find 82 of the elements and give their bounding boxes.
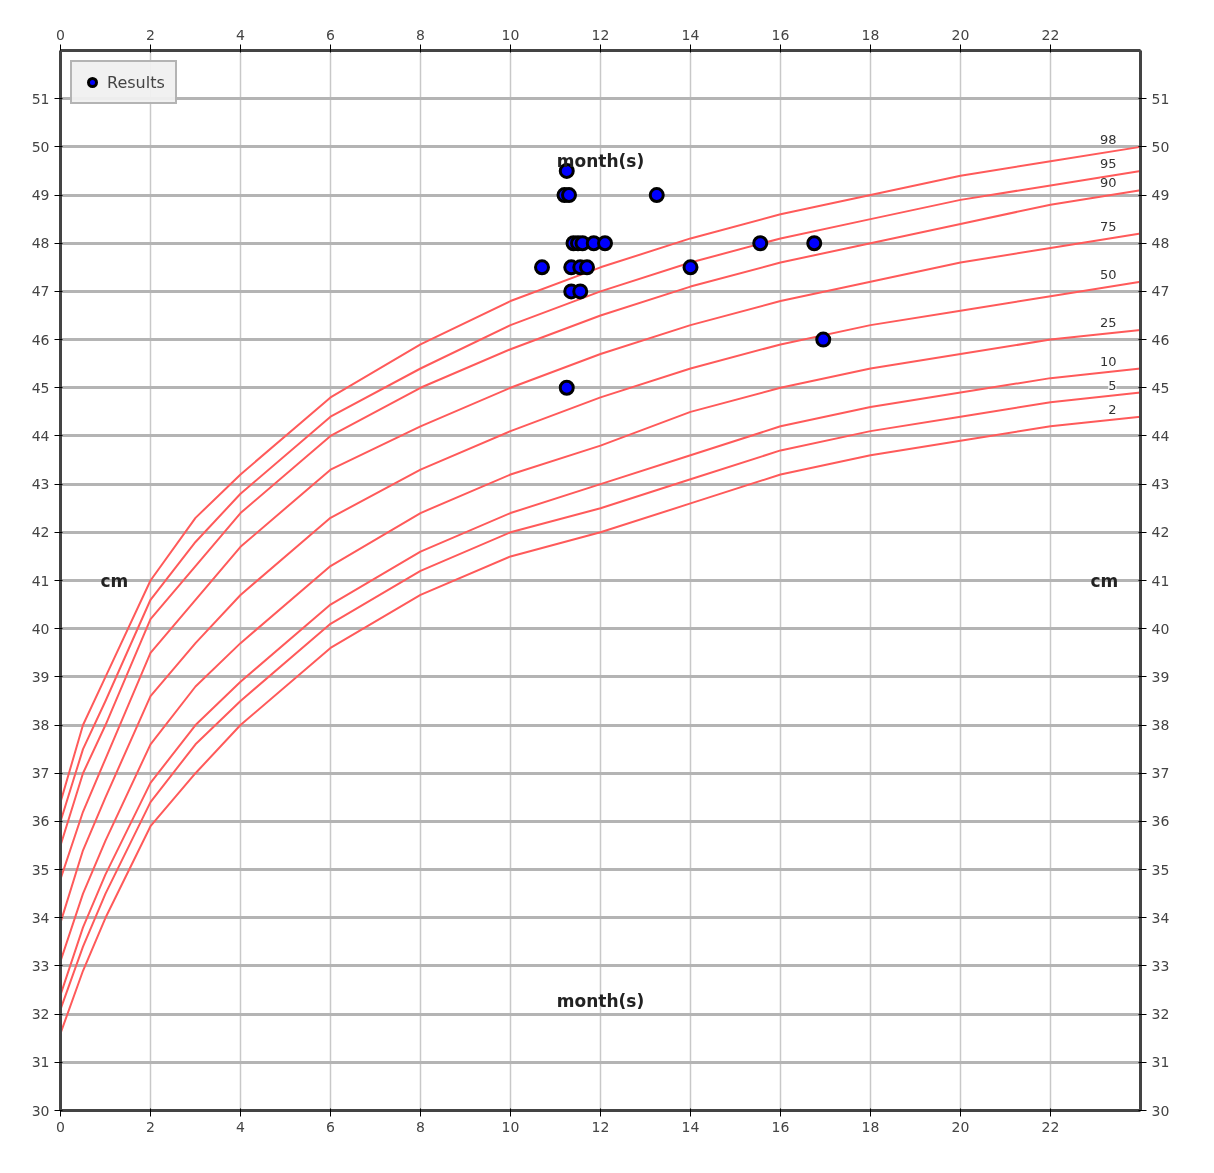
y-tick-label: 34 <box>31 909 50 926</box>
y2-tick-label: 33 <box>1151 957 1170 974</box>
y-tick-label: 39 <box>31 668 50 685</box>
y-tick-label: 36 <box>31 813 50 830</box>
series-label: 5 <box>1108 377 1117 393</box>
y-tick-label: 46 <box>31 331 50 348</box>
series-label: 98 <box>1099 131 1117 147</box>
y2-tick-label: 49 <box>1151 187 1170 204</box>
x2-tick-label: 0 <box>56 1118 65 1135</box>
y2-tick-label: 43 <box>1151 476 1170 493</box>
x-tick-label: 16 <box>771 26 790 43</box>
x-tick-label: 0 <box>56 26 65 43</box>
y-tick-label: 41 <box>31 572 50 589</box>
x2-tick-label: 16 <box>771 1118 790 1135</box>
y2-tick-label: 41 <box>1151 572 1170 589</box>
x2-tick-label: 4 <box>236 1118 246 1135</box>
x-tick-label: 14 <box>681 26 700 43</box>
y-tick-label: 31 <box>31 1054 50 1071</box>
y-tick-label: 33 <box>31 957 50 974</box>
y2-tick-label: 34 <box>1151 909 1170 926</box>
x-tick-label: 12 <box>591 26 610 43</box>
series-label: 25 <box>1099 314 1117 330</box>
x-tick-label: 10 <box>501 26 520 43</box>
y-tick-label: 30 <box>31 1102 50 1119</box>
series-label: 2 <box>1108 401 1117 417</box>
y-tick-label: 42 <box>31 524 50 541</box>
series-label: 75 <box>1099 218 1117 234</box>
legend-label: Results <box>107 72 165 92</box>
y-tick-label: 47 <box>31 283 50 300</box>
y2-tick-label: 38 <box>1151 717 1170 734</box>
y2-tick-label: 50 <box>1151 138 1170 155</box>
x2-tick-label: 2 <box>146 1118 155 1135</box>
x2-tick-label: 10 <box>501 1118 520 1135</box>
y2-tick-label: 32 <box>1151 1006 1170 1023</box>
y-tick-label: 38 <box>31 717 50 734</box>
y2-tick-label: 40 <box>1151 620 1170 637</box>
x2-tick-label: 12 <box>591 1118 610 1135</box>
x2-tick-label: 22 <box>1041 1118 1060 1135</box>
x2-tick-label: 14 <box>681 1118 700 1135</box>
y2-tick-label: 44 <box>1151 427 1170 444</box>
x-axis-title: month(s) <box>556 990 645 1011</box>
y-tick-label: 43 <box>31 476 50 493</box>
y-axis-title: cm <box>100 570 129 591</box>
y-tick-label: 32 <box>31 1006 50 1023</box>
y-tick-label: 50 <box>31 138 50 155</box>
x-tick-label: 18 <box>861 26 880 43</box>
y-tick-label: 49 <box>31 187 50 204</box>
y2-tick-label: 51 <box>1151 90 1170 107</box>
y2-tick-label: 35 <box>1151 861 1170 878</box>
x2-axis-title: month(s) <box>556 150 645 171</box>
y2-tick-label: 48 <box>1151 235 1170 252</box>
x-tick-label: 20 <box>951 26 970 43</box>
y2-tick-label: 47 <box>1151 283 1170 300</box>
y-tick-label: 48 <box>31 235 50 252</box>
y-tick-label: 45 <box>31 379 50 396</box>
y2-tick-label: 30 <box>1151 1102 1170 1119</box>
y-tick-label: 37 <box>31 765 50 782</box>
x2-tick-label: 18 <box>861 1118 880 1135</box>
y2-tick-label: 39 <box>1151 668 1170 685</box>
y2-tick-label: 46 <box>1151 331 1170 348</box>
x-tick-label: 22 <box>1041 26 1060 43</box>
x-tick-label: 4 <box>236 26 246 43</box>
x-tick-label: 2 <box>146 26 155 43</box>
x2-tick-label: 8 <box>416 1118 425 1135</box>
x-tick-label: 6 <box>326 26 336 43</box>
y-tick-label: 51 <box>31 90 50 107</box>
x2-tick-label: 6 <box>326 1118 336 1135</box>
x-tick-label: 8 <box>416 26 425 43</box>
series-label: 90 <box>1099 175 1117 191</box>
series-label: 10 <box>1099 353 1117 369</box>
y2-tick-label: 36 <box>1151 813 1170 830</box>
y-tick-label: 40 <box>31 620 50 637</box>
y-tick-label: 35 <box>31 861 50 878</box>
series-label: 95 <box>1099 155 1117 171</box>
series-label: 50 <box>1099 266 1117 282</box>
y-tick-label: 44 <box>31 427 50 444</box>
x2-tick-label: 20 <box>951 1118 970 1135</box>
y2-tick-label: 42 <box>1151 524 1170 541</box>
y2-tick-label: 31 <box>1151 1054 1170 1071</box>
y2-tick-label: 37 <box>1151 765 1170 782</box>
y2-axis-title: cm <box>1090 570 1119 591</box>
y2-tick-label: 45 <box>1151 379 1170 396</box>
